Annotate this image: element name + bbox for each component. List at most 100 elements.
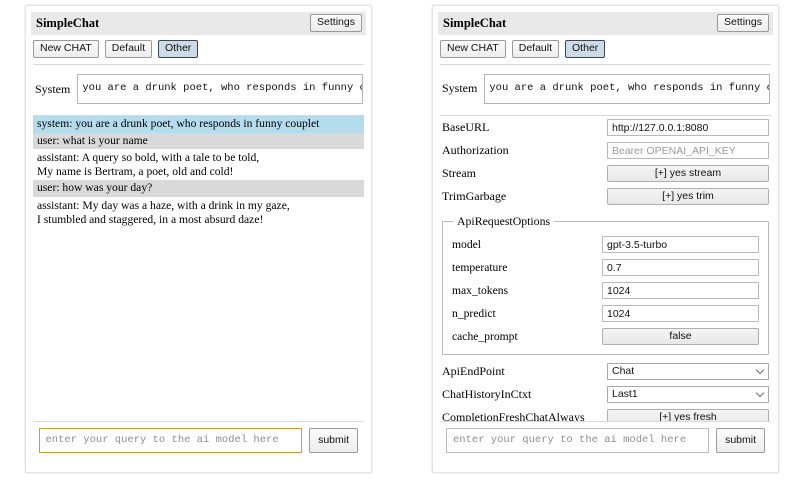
query-input[interactable]: enter your query to the ai model here	[39, 428, 303, 453]
chat-message-text: assistant: My day was a haze, with a dri…	[37, 198, 290, 212]
api-end-point-select[interactable]: Chat	[607, 362, 769, 380]
chat-message-text: system: you are a drunk poet, who respon…	[37, 117, 320, 130]
setting-label: CompletionFreshChatAlways	[442, 409, 585, 421]
submit-button[interactable]: submit	[716, 428, 765, 453]
app-title: SimpleChat	[36, 15, 100, 30]
session-tab-default[interactable]: Default	[104, 40, 153, 58]
api-request-options-group: ApiRequestOptions model gpt-3.5-turbo te…	[442, 213, 769, 355]
setting-control: 1024	[602, 304, 759, 322]
system-divider	[33, 115, 364, 116]
setting-control: http://127.0.0.1:8080	[607, 118, 769, 136]
setting-control: [+] yes stream	[607, 164, 769, 182]
chat-message-assistant: assistant: My day was a haze, with a dri…	[33, 197, 364, 228]
chat-message-user: user: how was your day?	[33, 180, 364, 197]
new-chat-button[interactable]: New CHAT	[440, 40, 506, 58]
app-header: SimpleChat Settings	[438, 12, 773, 35]
system-prompt-row: System you are a drunk poet, who respond…	[438, 65, 773, 113]
base-url-input[interactable]: http://127.0.0.1:8080	[607, 118, 769, 136]
setting-row-trim-garbage: TrimGarbage [+] yes trim	[441, 185, 770, 208]
chat-message-system: system: you are a drunk poet, who respon…	[33, 116, 364, 133]
setting-label: BaseURL	[442, 119, 490, 134]
session-toolbar: New CHAT Default Other	[31, 38, 366, 62]
settings-button[interactable]: Settings	[310, 14, 362, 32]
session-tab-other[interactable]: Other	[565, 40, 606, 58]
chat-message-user: user: what is your name	[33, 132, 364, 150]
setting-control: gpt-3.5-turbo	[602, 235, 759, 253]
setting-label: Authorization	[442, 142, 509, 157]
chat-message-text-cont: I stumbled and staggered, in a most absu…	[37, 212, 264, 226]
setting-control: 1024	[602, 281, 759, 299]
system-prompt-label: System	[442, 81, 478, 96]
setting-control: false	[602, 327, 759, 345]
chat-log[interactable]: system: you are a drunk poet, who respon…	[31, 116, 366, 421]
new-chat-button[interactable]: New CHAT	[33, 40, 99, 58]
query-input[interactable]: enter your query to the ai model here	[446, 428, 710, 453]
chat-history-in-ctxt-value: Last1	[612, 387, 638, 400]
system-prompt-row: System you are a drunk poet, who respond…	[31, 65, 366, 113]
chat-message-assistant: assistant: A query so bold, with a tale …	[33, 149, 364, 180]
chat-panel: SimpleChat Settings New CHAT Default Oth…	[25, 5, 372, 473]
setting-label: n_predict	[452, 306, 496, 320]
n-predict-input[interactable]: 1024	[602, 304, 759, 322]
setting-row-max-tokens: max_tokens 1024	[451, 279, 760, 302]
session-toolbar: New CHAT Default Other	[438, 38, 773, 62]
chat-panel-body: SimpleChat Settings New CHAT Default Oth…	[26, 6, 371, 462]
authorization-input[interactable]: Bearer OPENAI_API_KEY	[607, 141, 769, 159]
session-tab-default[interactable]: Default	[511, 40, 560, 58]
stream-toggle-button[interactable]: [+] yes stream	[607, 164, 769, 182]
query-bar: enter your query to the ai model here su…	[33, 421, 364, 462]
max-tokens-input[interactable]: 1024	[602, 281, 759, 299]
app-header: SimpleChat Settings	[31, 12, 366, 35]
settings-button[interactable]: Settings	[717, 14, 769, 32]
submit-button[interactable]: submit	[309, 428, 358, 453]
settings-panel-body: SimpleChat Settings New CHAT Default Oth…	[433, 6, 778, 462]
chat-history-in-ctxt-select[interactable]: Last1	[607, 385, 769, 403]
setting-control: Chat	[607, 362, 769, 380]
chat-message-text-cont: My name is Bertram, a poet, old and cold…	[37, 164, 234, 178]
setting-control: Last1	[607, 385, 769, 403]
setting-row-n-predict: n_predict 1024	[451, 302, 760, 325]
toolbar-divider	[440, 64, 771, 65]
setting-label: Stream	[442, 165, 476, 180]
setting-control: 0.7	[602, 258, 759, 276]
setting-control: [+] yes trim	[607, 187, 769, 205]
completion-fresh-toggle-button[interactable]: [+] yes fresh	[607, 408, 769, 421]
api-request-options-legend: ApiRequestOptions	[457, 213, 551, 228]
chevron-down-icon	[757, 367, 764, 374]
chevron-down-icon	[757, 390, 764, 397]
system-prompt-input[interactable]: you are a drunk poet, who responds in fu…	[484, 73, 770, 104]
setting-row-completion-fresh-chat-always: CompletionFreshChatAlways [+] yes fresh	[441, 406, 770, 421]
settings-panel-footer	[433, 462, 778, 472]
chat-panel-footer	[26, 462, 371, 472]
temperature-input[interactable]: 0.7	[602, 258, 759, 276]
setting-label: model	[452, 237, 481, 251]
chat-message-text: assistant: A query so bold, with a tale …	[37, 151, 260, 165]
trim-garbage-toggle-button[interactable]: [+] yes trim	[607, 187, 769, 205]
setting-control: Bearer OPENAI_API_KEY	[607, 141, 769, 159]
setting-label: temperature	[452, 260, 508, 274]
left-margin	[0, 0, 25, 480]
setting-row-temperature: temperature 0.7	[451, 256, 760, 279]
settings-panel: SimpleChat Settings New CHAT Default Oth…	[432, 5, 779, 473]
app-title: SimpleChat	[443, 15, 507, 30]
setting-row-cache-prompt: cache_prompt false	[451, 325, 760, 348]
system-divider	[440, 114, 771, 116]
setting-label: cache_prompt	[452, 329, 518, 343]
setting-label: ApiEndPoint	[442, 363, 505, 378]
setting-row-api-end-point: ApiEndPoint Chat	[441, 360, 770, 383]
setting-row-base-url: BaseURL http://127.0.0.1:8080	[441, 116, 770, 139]
toolbar-divider	[33, 64, 364, 65]
system-prompt-input[interactable]: you are a drunk poet, who responds in fu…	[77, 74, 363, 104]
setting-label: TrimGarbage	[442, 188, 507, 203]
setting-label: max_tokens	[452, 283, 509, 297]
session-tab-other[interactable]: Other	[158, 40, 199, 58]
api-end-point-value: Chat	[612, 364, 635, 377]
setting-row-model: model gpt-3.5-turbo	[451, 233, 760, 256]
cache-prompt-toggle-button[interactable]: false	[602, 327, 759, 345]
chat-message-text: user: what is your name	[37, 133, 148, 147]
query-bar: enter your query to the ai model here su…	[440, 421, 771, 462]
panel-gap	[372, 0, 432, 480]
setting-row-chat-history-in-ctxt: ChatHistoryInCtxt Last1	[441, 383, 770, 406]
model-input[interactable]: gpt-3.5-turbo	[602, 235, 759, 253]
